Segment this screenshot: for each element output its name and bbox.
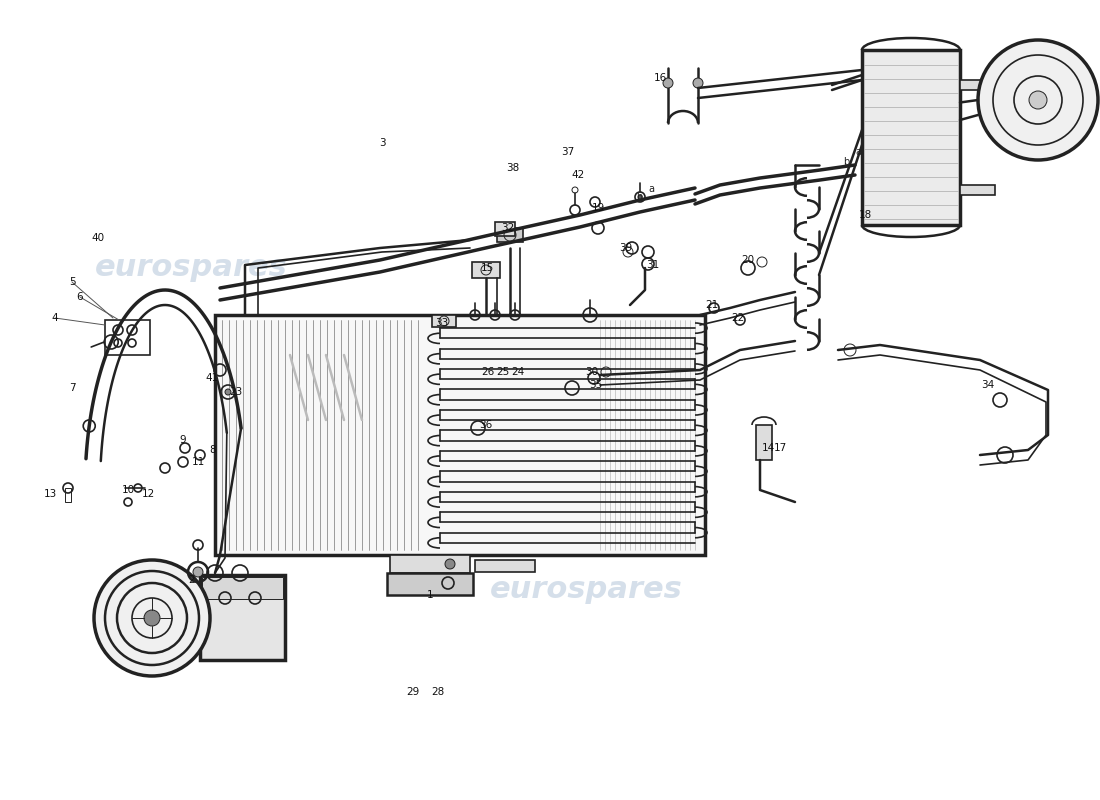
Text: 32: 32: [502, 223, 515, 233]
Text: eurospares: eurospares: [95, 254, 288, 282]
Circle shape: [94, 560, 210, 676]
Text: 31: 31: [647, 260, 660, 270]
Bar: [65, 488, 72, 502]
Circle shape: [663, 78, 673, 88]
Text: eurospares: eurospares: [490, 575, 683, 605]
Bar: [475, 560, 535, 572]
Bar: [756, 425, 772, 460]
Text: 7: 7: [68, 383, 75, 393]
Circle shape: [1028, 91, 1047, 109]
Text: 11: 11: [191, 457, 205, 467]
Text: 30: 30: [585, 367, 598, 377]
Text: 24: 24: [512, 367, 525, 377]
Text: 12: 12: [142, 489, 155, 499]
Text: 6: 6: [77, 292, 84, 302]
Text: 4: 4: [52, 313, 58, 323]
Text: 9: 9: [179, 435, 186, 445]
Text: 16: 16: [653, 73, 667, 83]
Bar: [432, 315, 456, 327]
Text: 19: 19: [592, 203, 605, 213]
Text: 20: 20: [741, 255, 755, 265]
Circle shape: [192, 567, 204, 577]
Text: a: a: [648, 184, 654, 194]
Bar: [495, 222, 515, 236]
Text: 35: 35: [590, 380, 603, 390]
Text: 26: 26: [482, 367, 495, 377]
Bar: [960, 185, 996, 195]
Text: 13: 13: [43, 489, 56, 499]
Text: 18: 18: [858, 210, 871, 220]
Text: 10: 10: [121, 485, 134, 495]
Text: b: b: [843, 157, 849, 167]
Bar: [104, 320, 150, 355]
Text: 23: 23: [230, 387, 243, 397]
Text: 36: 36: [480, 420, 493, 430]
Text: 14: 14: [761, 443, 774, 453]
Text: 37: 37: [561, 147, 574, 157]
Circle shape: [446, 559, 455, 569]
Text: 5: 5: [68, 277, 75, 287]
Circle shape: [693, 78, 703, 88]
Text: 21: 21: [705, 300, 718, 310]
Text: 3: 3: [378, 138, 385, 148]
Text: 15: 15: [481, 263, 494, 273]
Text: 25: 25: [496, 367, 509, 377]
Text: 33: 33: [436, 318, 449, 328]
Text: 39: 39: [619, 243, 632, 253]
Text: b: b: [636, 192, 642, 202]
Circle shape: [144, 610, 159, 626]
Circle shape: [978, 40, 1098, 160]
Bar: [200, 575, 285, 660]
Bar: [960, 80, 996, 90]
Text: 41: 41: [206, 373, 219, 383]
Text: 2: 2: [189, 575, 196, 585]
Text: 40: 40: [91, 233, 104, 243]
Text: 42: 42: [571, 170, 584, 180]
Text: 28: 28: [431, 687, 444, 697]
Text: 34: 34: [981, 380, 994, 390]
Text: a: a: [855, 147, 861, 157]
Text: 38: 38: [506, 163, 519, 173]
Bar: [862, 50, 960, 225]
Bar: [387, 573, 473, 595]
Circle shape: [226, 389, 231, 395]
Bar: [202, 577, 283, 599]
Bar: [497, 228, 522, 242]
Text: 29: 29: [406, 687, 419, 697]
Bar: [390, 555, 470, 573]
Text: 8: 8: [210, 445, 217, 455]
Bar: [214, 315, 705, 555]
Text: 22: 22: [732, 313, 745, 323]
Circle shape: [638, 195, 642, 199]
Text: 1: 1: [427, 590, 433, 600]
Text: 17: 17: [773, 443, 786, 453]
Bar: [472, 262, 500, 278]
